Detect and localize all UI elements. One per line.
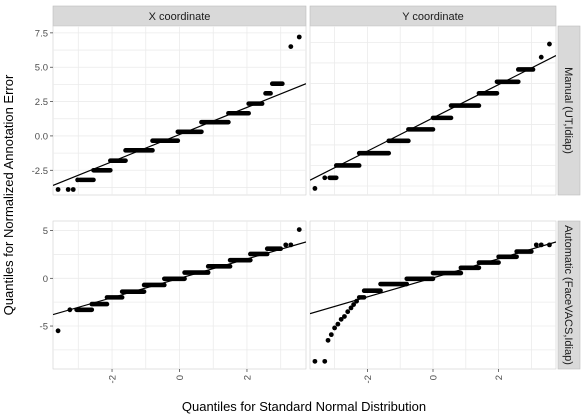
data-point (283, 242, 289, 248)
data-point (55, 187, 61, 192)
x-tick-label: -2 (108, 375, 119, 383)
row-strip (557, 25, 581, 196)
data-point (312, 186, 318, 191)
data-point (547, 41, 552, 47)
panels-layer: X coordinate Y coordinate Manual (UT,Idiap… (32, 5, 581, 370)
panel-content (310, 241, 556, 364)
y-tick-label: -5 (40, 322, 48, 333)
row-strip-label: Automatic (FaceVACS,Idiap) (562, 225, 574, 365)
data-point (338, 316, 344, 322)
data-point (322, 175, 328, 181)
data-point (538, 54, 544, 60)
y-tick-label: 7.5 (35, 28, 48, 39)
panel: -2.5 0.0 2.5 5.0 7.5 (32, 25, 307, 196)
panel (309, 25, 557, 196)
row-strip-label: Manual (UT,Idiap) (562, 67, 574, 154)
data-point (296, 227, 302, 232)
x-tick-label: -2 (363, 375, 374, 383)
data-point (325, 337, 331, 343)
x-tick-label: 0 (429, 375, 440, 380)
data-point (533, 242, 539, 248)
data-point (65, 187, 71, 192)
data-point (67, 307, 73, 313)
y-tick-label: 2.5 (35, 97, 48, 108)
data-point (55, 328, 61, 334)
data-point (354, 298, 359, 304)
panel-content (310, 41, 556, 191)
x-tick-label: 0 (175, 375, 186, 380)
y-tick-label: -2.5 (32, 166, 48, 177)
x-axis-layer: -2 0 2 -2 0 2 (108, 369, 505, 383)
data-point (312, 358, 318, 364)
data-point (328, 332, 334, 338)
data-point (547, 242, 552, 248)
data-point (70, 187, 76, 192)
data-point (296, 34, 302, 40)
data-point (538, 242, 544, 248)
data-point (332, 325, 337, 331)
panel-content (53, 227, 306, 334)
y-tick-label: 0.0 (35, 131, 48, 142)
data-point (348, 305, 354, 311)
y-tick-label: 5 (43, 226, 48, 237)
row-strip (557, 220, 581, 370)
data-point (342, 314, 347, 319)
y-tick-label: 0 (43, 274, 48, 285)
data-point (75, 177, 81, 183)
y-axis-title: Quantiles for Normalized Annotation Erro… (1, 74, 16, 315)
data-point (335, 321, 341, 327)
column-strip-label: X coordinate (149, 11, 211, 23)
data-point (345, 309, 351, 315)
panel (309, 220, 557, 370)
x-tick-label: 2 (494, 375, 505, 380)
data-point (288, 44, 294, 50)
data-point (288, 242, 294, 248)
x-axis-title: Quantiles for Standard Normal Distributi… (182, 399, 426, 414)
y-tick-label: 5.0 (35, 63, 48, 74)
panel: -5 0 5 (40, 220, 307, 370)
panel-content (53, 34, 306, 192)
data-point (351, 302, 357, 307)
data-point (322, 358, 328, 364)
column-strip-label: Y coordinate (402, 11, 464, 23)
x-tick-label: 2 (242, 375, 253, 380)
